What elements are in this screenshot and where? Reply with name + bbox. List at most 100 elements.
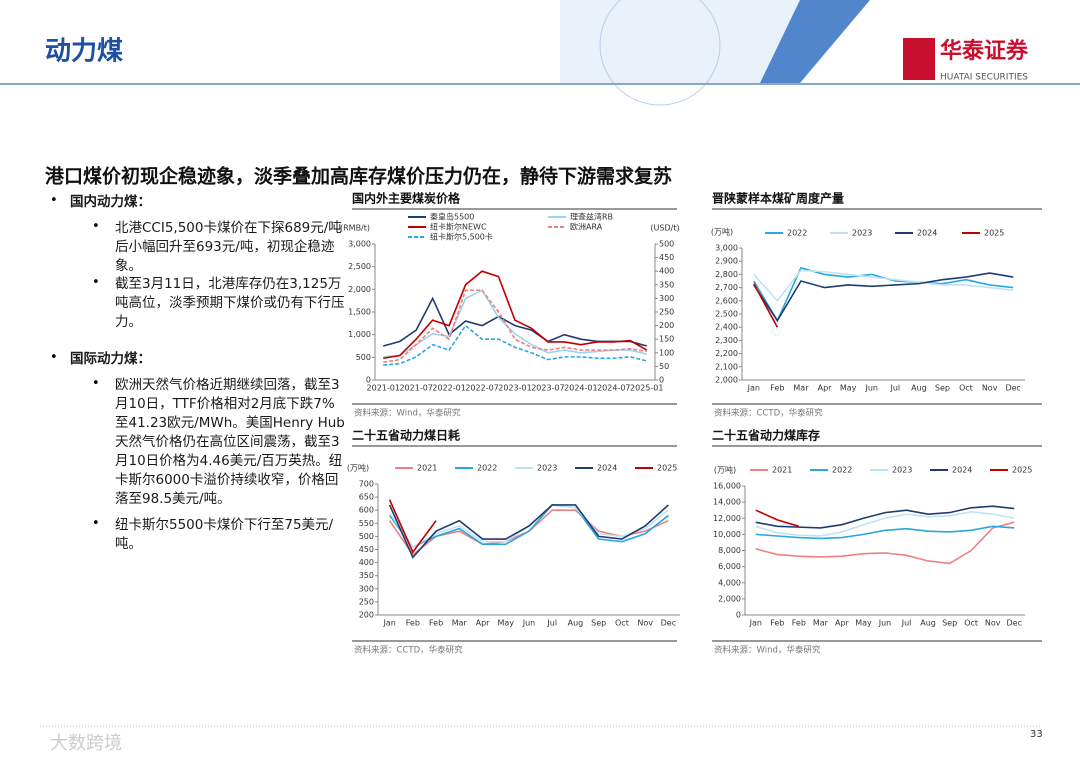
chart-title: 二十五省动力煤库存 (712, 428, 820, 443)
y-tick-label: 2,700 (715, 283, 738, 292)
globe (599, 0, 721, 106)
chart-title: 晋陕蒙样本煤矿周度产量 (712, 191, 844, 206)
x-tick-label: Oct (959, 384, 973, 393)
bullet: • (92, 219, 100, 234)
y-tick-label: 700 (359, 480, 374, 489)
x-tick-label: Mar (452, 619, 468, 628)
series-line (388, 509, 669, 556)
x-tick-label: Nov (985, 619, 1001, 628)
y-axis-label: (万吨) (711, 227, 733, 237)
x-tick-label: Dec (661, 619, 676, 628)
y-tick-label: 8,000 (718, 546, 741, 555)
y-tick-label: 2,400 (715, 323, 738, 332)
chart-source: 资料来源：CCTD，华泰研究 (354, 645, 463, 656)
x-tick-label: Jun (878, 619, 892, 628)
bullet: • (92, 275, 100, 290)
x-tick-label: Dec (1006, 619, 1021, 628)
y-tick-label: 450 (359, 545, 374, 554)
y-tick-label: 200 (359, 611, 374, 620)
x-tick-label: 2024-01 (564, 384, 597, 393)
y2-tick-label: 350 (659, 280, 674, 289)
series-line (388, 504, 669, 548)
legend-label: 2024 (917, 229, 937, 238)
legend-label: 2022 (477, 464, 497, 473)
y-tick-label: 10,000 (713, 530, 741, 539)
bullet: • (92, 376, 100, 391)
x-tick-label: May (855, 619, 872, 628)
bullet: • (50, 193, 58, 208)
y-tick-label: 400 (359, 558, 374, 567)
legend-label: 2024 (952, 466, 972, 475)
legend-label: 理查兹湾RB (570, 212, 613, 222)
y-tick-label: 650 (359, 493, 374, 502)
y-tick-label: 600 (359, 506, 374, 515)
series-line (755, 505, 1015, 529)
y-tick-label: 6,000 (718, 562, 741, 571)
series-line (383, 296, 647, 347)
y-tick-label: 16,000 (713, 482, 741, 491)
y-axis-label: (万吨) (714, 465, 736, 475)
logo-mark (903, 38, 935, 80)
legend-label: 2022 (787, 229, 807, 238)
x-tick-label: 2022-07 (465, 384, 498, 393)
y-tick-label: 3,000 (715, 244, 738, 253)
chart-source: 资料来源：Wind，华泰研究 (354, 408, 461, 419)
y-tick-label: 2,900 (715, 257, 738, 266)
x-tick-label: Jan (382, 619, 395, 628)
section-heading: 国内动力煤： (70, 194, 151, 210)
x-tick-label: May (497, 619, 514, 628)
legend-label: 2025 (657, 464, 677, 473)
series-line (383, 289, 647, 358)
x-tick-label: Jan (749, 619, 762, 628)
bullet: • (50, 350, 58, 365)
chart-source: 资料来源：Wind，华泰研究 (714, 645, 821, 656)
y-tick-label: 0 (366, 376, 371, 385)
y-tick-label: 500 (356, 353, 371, 362)
chart-title: 国内外主要煤炭价格 (352, 191, 461, 206)
legend-label: 2023 (892, 466, 912, 475)
x-tick-label: Jan (747, 384, 760, 393)
legend-label: 2023 (852, 229, 872, 238)
y2-tick-label: 100 (659, 348, 674, 357)
y-tick-label: 350 (359, 571, 374, 580)
series-line (383, 270, 648, 360)
x-tick-label: 2021-01 (367, 384, 400, 393)
legend-label: 2023 (537, 464, 557, 473)
x-tick-label: Jul (889, 384, 900, 393)
series-line (755, 521, 1015, 565)
series-line (753, 272, 1014, 323)
x-tick-label: Feb (770, 384, 784, 393)
page-number: 33 (1030, 729, 1043, 740)
x-tick-label: Mar (793, 384, 809, 393)
y-tick-label: 2,500 (715, 310, 738, 319)
x-tick-label: Oct (964, 619, 978, 628)
x-tick-label: Feb (792, 619, 806, 628)
x-tick-label: 2023-01 (498, 384, 531, 393)
watermark: 大数跨境 (50, 733, 122, 754)
section-heading: 国际动力煤： (70, 351, 151, 367)
x-tick-label: Oct (615, 619, 629, 628)
y-tick-label: 550 (359, 519, 374, 528)
y-tick-label: 2,600 (715, 296, 738, 305)
x-tick-label: 2021-07 (399, 384, 432, 393)
legend-label: 纽卡斯尔5,500卡 (430, 232, 493, 242)
x-tick-label: Jun (864, 384, 878, 393)
y-tick-label: 2,000 (715, 376, 738, 385)
y2-tick-label: 50 (659, 362, 669, 371)
y-tick-label: 2,000 (718, 594, 741, 603)
x-tick-label: May (840, 384, 857, 393)
series-line (383, 324, 647, 366)
x-tick-label: Apr (835, 619, 850, 628)
series-line (388, 499, 437, 554)
y2-tick-label: 500 (659, 240, 674, 249)
x-tick-label: Feb (429, 619, 443, 628)
y2-tick-label: 150 (659, 335, 674, 344)
y-tick-label: 3,000 (348, 240, 371, 249)
y2-tick-label: 450 (659, 253, 674, 262)
y2-tick-label: 200 (659, 321, 674, 330)
bullet-text: 纽卡斯尔5500卡煤价下行至75美元/吨。 (115, 517, 334, 552)
x-tick-label: Jun (522, 619, 536, 628)
legend-label: 2025 (984, 229, 1004, 238)
